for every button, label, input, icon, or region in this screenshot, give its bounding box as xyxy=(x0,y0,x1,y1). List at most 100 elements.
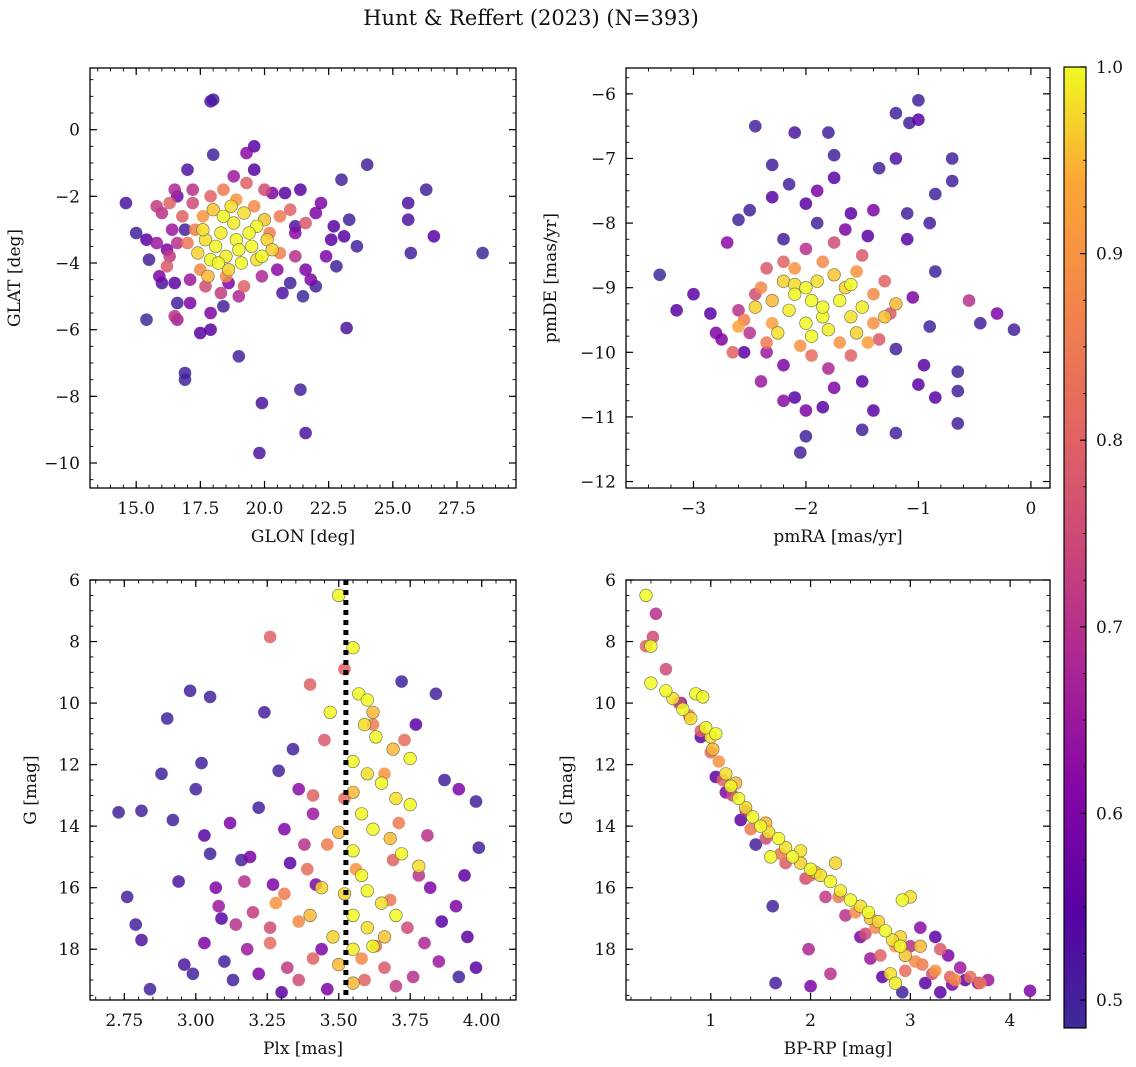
data-point xyxy=(375,896,389,910)
x-tick-label: 15.0 xyxy=(117,499,155,519)
data-point xyxy=(366,705,380,719)
data-point xyxy=(412,869,426,882)
data-point xyxy=(272,764,286,778)
data-point xyxy=(712,755,726,768)
data-point xyxy=(799,404,813,417)
data-point xyxy=(929,964,942,978)
plx-g-scatter-panel: 2.75 3.00 3.25 3.50 3.75 4.00 6 8 10 12 14 16 18 Plx … xyxy=(21,571,517,1059)
data-point xyxy=(252,801,265,814)
y-tick-label: 10 xyxy=(58,694,80,714)
y-tick-label: 14 xyxy=(594,817,616,837)
data-point xyxy=(240,942,254,956)
data-point xyxy=(306,952,320,965)
data-point xyxy=(204,190,217,203)
x-tick-label: 27.5 xyxy=(438,499,476,519)
data-point xyxy=(872,161,886,175)
x-tick-label: 0 xyxy=(1025,499,1036,519)
data-point xyxy=(909,955,922,968)
data-point xyxy=(452,970,466,984)
data-point xyxy=(844,310,858,324)
data-point xyxy=(799,430,813,443)
colorbar-tick-label: 0.5 xyxy=(1096,991,1123,1011)
data-point xyxy=(859,927,872,941)
data-point xyxy=(135,804,148,818)
data-point xyxy=(929,265,942,278)
data-point xyxy=(418,936,431,950)
data-point xyxy=(822,126,835,139)
data-point xyxy=(227,216,241,230)
data-point xyxy=(263,630,277,644)
data-point xyxy=(283,203,297,216)
data-point xyxy=(171,236,184,250)
data-point xyxy=(449,899,463,913)
data-point xyxy=(178,958,191,971)
y-tick-label: 16 xyxy=(594,879,616,899)
data-point xyxy=(263,921,277,934)
data-point xyxy=(864,952,877,965)
data-point xyxy=(900,232,914,246)
y-tick-label: 0 xyxy=(69,121,80,141)
data-point xyxy=(803,862,818,876)
x-tick-label: 17.5 xyxy=(181,499,219,519)
data-point xyxy=(209,881,223,894)
data-point xyxy=(404,246,418,260)
data-point xyxy=(143,982,157,996)
data-point xyxy=(785,850,800,864)
data-point xyxy=(709,727,723,741)
data-point xyxy=(214,286,228,300)
data-point xyxy=(1007,323,1021,337)
data-point xyxy=(360,767,374,781)
data-point xyxy=(696,690,710,704)
data-point xyxy=(409,718,423,731)
data-point xyxy=(214,226,228,240)
data-point xyxy=(378,961,391,974)
data-point xyxy=(183,273,197,287)
data-point xyxy=(778,841,793,855)
data-point xyxy=(963,970,977,984)
data-point xyxy=(403,797,417,812)
y-tick-label: 12 xyxy=(594,756,616,776)
data-point xyxy=(816,255,830,269)
data-point xyxy=(766,899,779,913)
x-axis-label: BP-RP [mag] xyxy=(784,1039,893,1059)
data-point xyxy=(166,813,180,827)
data-point xyxy=(799,281,813,295)
data-point xyxy=(206,148,220,161)
data-point xyxy=(802,942,815,956)
x-tick-label: 3.00 xyxy=(177,1011,215,1031)
data-point xyxy=(198,936,211,950)
data-point xyxy=(222,263,236,277)
data-point xyxy=(140,313,153,327)
data-point xyxy=(306,789,320,802)
data-point xyxy=(203,847,217,861)
data-point xyxy=(754,375,768,388)
data-point xyxy=(726,346,740,359)
data-point xyxy=(294,383,307,397)
data-point xyxy=(226,973,240,987)
data-point xyxy=(142,253,156,266)
data-point xyxy=(321,982,334,996)
data-point xyxy=(240,146,253,160)
colorbar-tick-label: 0.6 xyxy=(1096,804,1123,824)
data-point xyxy=(929,187,942,201)
data-point xyxy=(765,316,779,330)
data-point xyxy=(323,705,337,719)
data-point xyxy=(799,197,813,210)
data-point xyxy=(135,933,148,947)
data-point xyxy=(292,973,306,987)
data-point xyxy=(340,321,353,335)
data-point xyxy=(724,779,738,793)
data-point xyxy=(247,163,261,176)
x-tick-label: 1 xyxy=(705,1011,716,1031)
data-point xyxy=(804,979,817,993)
data-point xyxy=(878,924,893,938)
data-point xyxy=(867,404,880,417)
data-point xyxy=(469,961,483,974)
data-point xyxy=(150,200,163,213)
data-point xyxy=(754,819,768,833)
data-point xyxy=(186,196,199,210)
x-tick-label: 3.50 xyxy=(320,1011,358,1031)
data-point xyxy=(315,881,329,895)
data-point xyxy=(861,905,876,919)
